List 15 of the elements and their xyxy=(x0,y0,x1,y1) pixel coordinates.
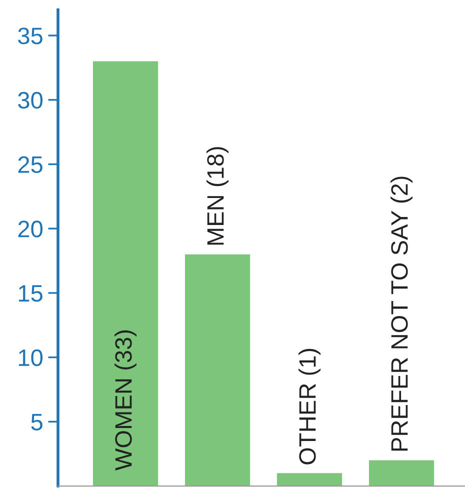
y-tick-label: 5 xyxy=(31,414,42,430)
y-tick-label: 15 xyxy=(18,285,42,302)
y-tick-label: 30 xyxy=(18,92,42,109)
y-tick-label: 35 xyxy=(18,28,42,44)
bar xyxy=(277,473,342,486)
bar xyxy=(93,61,158,486)
x-tick-label: OTHER (1) xyxy=(298,348,321,464)
x-tick-label: MEN (18) xyxy=(206,147,229,245)
y-tick-label: 25 xyxy=(18,156,42,174)
x-tick-label: WOMEN (33) xyxy=(114,330,137,470)
y-tick-label: 10 xyxy=(18,349,42,366)
x-tick-label: PREFER NOT TO SAY (2) xyxy=(390,176,413,451)
bar xyxy=(369,460,434,486)
bar xyxy=(185,254,250,486)
y-tick-label: 20 xyxy=(18,220,42,238)
